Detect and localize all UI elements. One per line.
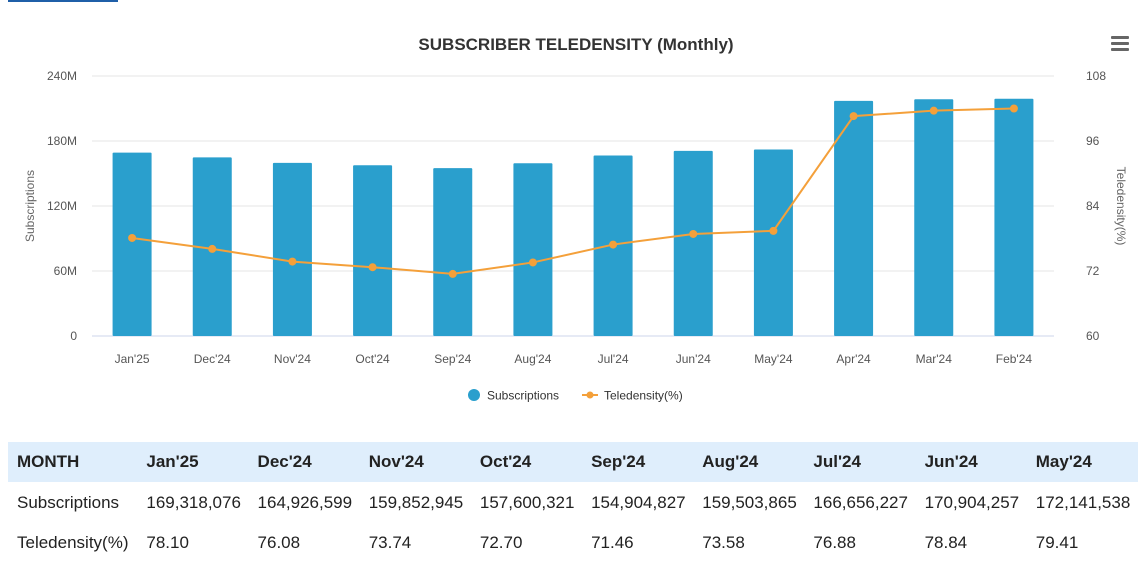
legend-label-subscriptions: Subscriptions [487, 389, 559, 403]
y-right-tick-label: 72 [1086, 264, 1100, 278]
table-header-row: MONTH Jan'25 Dec'24 Nov'24 Oct'24 Sep'24… [8, 442, 1138, 482]
teledensity-point [528, 258, 537, 267]
legend: Subscriptions Teledensity(%) [468, 389, 683, 403]
table-cell: 73.58 [702, 533, 745, 552]
table-cell: 164,926,599 [257, 492, 353, 512]
x-tick-label: Sep'24 [434, 352, 471, 366]
y-left-tick-label: 120M [47, 199, 77, 213]
bar [112, 152, 152, 336]
teledensity-point [448, 269, 457, 278]
legend-label-teledensity: Teledensity(%) [604, 389, 683, 403]
teledensity-point [929, 106, 938, 115]
table-cell: 157,600,321 [479, 492, 575, 512]
chart: SUBSCRIBER TELEDENSITY (Monthly) Jan'25 D… [23, 35, 1128, 403]
x-tick-label: Apr'24 [836, 352, 871, 366]
table-header-cell: Jul'24 [804, 442, 916, 482]
data-table: MONTH Jan'25 Dec'24 Nov'24 Oct'24 Sep'24… [8, 442, 1138, 563]
teledensity-point [1009, 104, 1018, 113]
y-left-tick-label: 240M [47, 69, 77, 83]
chart-title: SUBSCRIBER TELEDENSITY (Monthly) [418, 35, 733, 54]
table-cell: Teledensity(%) [17, 533, 129, 552]
table-header-cell: Dec'24 [248, 442, 360, 482]
table-header-cell: Oct'24 [470, 442, 583, 482]
bar [272, 162, 312, 336]
y-left-tick-label: 60M [54, 264, 77, 278]
teledensity-point [288, 257, 297, 266]
x-axis: Jan'25 Dec'24 Nov'24 Oct'24 Sep'24 Aug'24 Jul'… [115, 352, 1033, 366]
y-axis-right-title: Teledensity(%) [1114, 167, 1128, 246]
teledensity-point [689, 229, 698, 238]
y-right-tick-label: 84 [1086, 199, 1100, 213]
y-axis-right: 60 72 84 96 108 [1086, 69, 1106, 343]
x-tick-label: Jun'24 [676, 352, 711, 366]
table-cell: 78.10 [146, 533, 189, 552]
table-header-cell: Jun'24 [915, 442, 1027, 482]
table-cell: 76.08 [257, 533, 301, 552]
table-cell: 170,904,257 [924, 492, 1020, 512]
teledensity-line-path [131, 107, 1014, 275]
bar [834, 100, 874, 337]
x-tick-label: Mar'24 [916, 352, 953, 366]
teledensity-point [368, 263, 377, 272]
table-cell: 166,656,227 [813, 492, 908, 512]
x-tick-label: May'24 [754, 352, 793, 366]
x-tick-label: Nov'24 [274, 352, 311, 366]
table-cell: 71.46 [591, 533, 634, 552]
y-axis-left-title: Subscriptions [23, 170, 37, 242]
table-cell: 72.70 [479, 533, 523, 552]
table-cell: 78.84 [924, 533, 968, 552]
bars [112, 98, 1034, 337]
teledensity-line [128, 104, 1018, 278]
x-tick-label: Dec'24 [194, 352, 231, 366]
bar [994, 98, 1034, 336]
table-cell: 169,318,076 [146, 492, 241, 512]
y-right-tick-label: 108 [1086, 69, 1106, 83]
table-row-subscriptions: Subscriptions 169,318,076 164,926,599 15… [8, 482, 1138, 523]
table-cell: Subscriptions [17, 492, 120, 512]
teledensity-point [128, 233, 137, 242]
bar [353, 165, 393, 336]
x-tick-label: Aug'24 [514, 352, 551, 366]
legend-marker-subscriptions [468, 389, 480, 401]
table-header-cell: Jan'25 [137, 442, 249, 482]
table-header-cell: Sep'24 [582, 442, 694, 482]
x-tick-label: Feb'24 [996, 352, 1033, 366]
grid [92, 75, 1054, 337]
bar [753, 149, 793, 336]
table-header-cell: Nov'24 [359, 442, 471, 482]
x-tick-label: Oct'24 [355, 352, 390, 366]
table-cell: 76.88 [813, 533, 856, 552]
top-accent-bar [8, 0, 118, 2]
bar [914, 99, 954, 337]
y-right-tick-label: 96 [1086, 134, 1100, 148]
table-cell: 159,852,945 [368, 492, 464, 512]
legend-item-subscriptions[interactable]: Subscriptions [468, 389, 559, 403]
y-right-tick-label: 60 [1086, 329, 1100, 343]
table-header-cell: MONTH [8, 442, 138, 482]
legend-item-teledensity[interactable]: Teledensity(%) [582, 389, 683, 403]
table-header-cell: May'24 [1026, 442, 1138, 482]
teledensity-point [208, 244, 217, 253]
table-cell: 154,904,827 [591, 492, 686, 512]
x-tick-label: Jan'25 [115, 352, 150, 366]
teledensity-point [609, 240, 618, 249]
teledensity-point [769, 226, 778, 235]
table-cell: 172,141,538 [1035, 492, 1131, 512]
table-cell: 159,503,865 [702, 492, 797, 512]
x-tick-label: Jul'24 [598, 352, 629, 366]
table-cell: 79.41 [1035, 533, 1079, 552]
y-left-tick-label: 0 [70, 329, 77, 343]
table-cell: 73.74 [368, 533, 412, 552]
legend-marker-teledensity-dot [586, 391, 594, 399]
bar [673, 150, 713, 336]
bar [433, 168, 473, 336]
table-header-cell: Aug'24 [693, 442, 805, 482]
bar [513, 163, 553, 336]
table-row-teledensity: Teledensity(%) 78.10 76.08 73.74 72.70 7… [8, 523, 1138, 563]
y-left-tick-label: 180M [47, 134, 77, 148]
teledensity-point [849, 112, 858, 121]
hamburger-menu-icon[interactable] [1111, 36, 1129, 52]
y-axis-left: 0 60M 120M 180M 240M [47, 69, 77, 343]
